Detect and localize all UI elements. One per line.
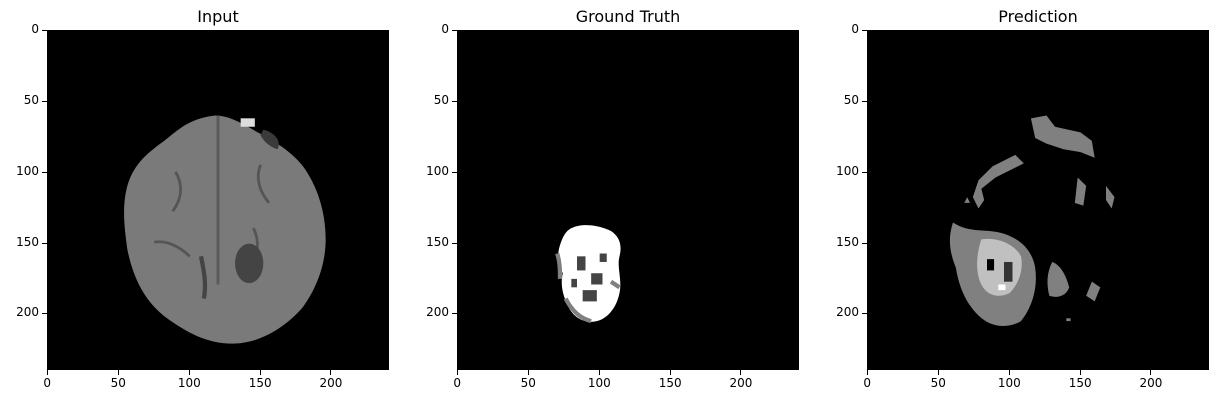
x-tick-label: 100 [997, 376, 1021, 390]
pred-left-region [972, 154, 1024, 209]
y-tick-mark [452, 30, 457, 31]
x-tick-label: 0 [453, 376, 462, 390]
y-tick-label: 100 [836, 163, 859, 178]
x-tick-label: 100 [177, 376, 201, 390]
x-tick-label: 200 [319, 376, 343, 390]
x-tick-label: 50 [520, 376, 536, 390]
ground-truth-image [457, 30, 799, 370]
pred-right-region [1047, 261, 1070, 297]
x-tick-label: 50 [930, 376, 946, 390]
x-tick-mark [117, 370, 119, 375]
panel-title-prediction: Prediction [998, 7, 1078, 26]
x-tick-label: 200 [729, 376, 753, 390]
y-tick-mark [862, 100, 867, 102]
x-tick-mark [740, 370, 742, 375]
y-tick-mark [452, 171, 457, 173]
x-tick-label: 50 [110, 376, 126, 390]
x-tick-label: 0 [863, 376, 872, 390]
y-tick-mark [42, 171, 47, 173]
label-white-region [558, 225, 621, 322]
x-tick-mark [188, 370, 190, 375]
y-tick-label: 200 [426, 305, 449, 320]
x-tick-label: 0 [43, 376, 52, 390]
x-tick-mark [669, 370, 671, 375]
y-tick-mark [42, 30, 47, 31]
y-tick-label: 0 [441, 22, 449, 36]
y-tick-mark [42, 313, 47, 315]
y-tick-label: 150 [836, 234, 859, 249]
panel-title-ground-truth: Ground Truth [575, 7, 681, 26]
x-tick-mark [457, 370, 458, 375]
y-tick-mark [452, 100, 457, 102]
x-tick-mark [47, 370, 48, 375]
x-tick-label: 100 [587, 376, 611, 390]
y-tick-label: 0 [31, 22, 39, 36]
label-gray-edge [555, 252, 563, 279]
x-tick-mark [937, 370, 939, 375]
lesion-dark [235, 243, 264, 284]
y-tick-mark [452, 242, 457, 244]
ground-truth-canvas [458, 31, 798, 369]
prediction-image [867, 30, 1209, 370]
y-tick-label: 200 [16, 305, 39, 320]
x-tick-label: 200 [1139, 376, 1163, 390]
y-tick-label: 50 [433, 92, 449, 107]
panel-title-input: Input [197, 7, 239, 26]
y-tick-label: 100 [16, 163, 39, 178]
y-tick-mark [862, 30, 867, 31]
y-tick-label: 200 [836, 305, 859, 320]
y-tick-mark [452, 313, 457, 315]
y-tick-mark [862, 313, 867, 315]
y-tick-label: 50 [23, 92, 39, 107]
x-tick-mark [527, 370, 529, 375]
y-tick-mark [42, 242, 47, 244]
x-tick-mark [1008, 370, 1010, 375]
x-tick-label: 150 [248, 376, 272, 390]
x-tick-mark [1150, 370, 1152, 375]
y-tick-label: 150 [16, 234, 39, 249]
x-tick-label: 150 [658, 376, 682, 390]
pred-top-region [1030, 115, 1095, 158]
y-tick-mark [862, 242, 867, 244]
x-tick-mark [259, 370, 261, 375]
prediction-canvas [868, 31, 1208, 369]
x-tick-mark [867, 370, 868, 375]
y-tick-label: 100 [426, 163, 449, 178]
x-tick-mark [330, 370, 332, 375]
y-tick-label: 50 [843, 92, 859, 107]
y-tick-mark [862, 171, 867, 173]
y-tick-label: 0 [851, 22, 859, 36]
y-tick-mark [42, 100, 47, 102]
y-tick-label: 150 [426, 234, 449, 249]
x-tick-mark [1079, 370, 1081, 375]
input-image-canvas [48, 31, 388, 369]
x-tick-mark [598, 370, 600, 375]
input-image [47, 30, 389, 370]
x-tick-label: 150 [1068, 376, 1092, 390]
